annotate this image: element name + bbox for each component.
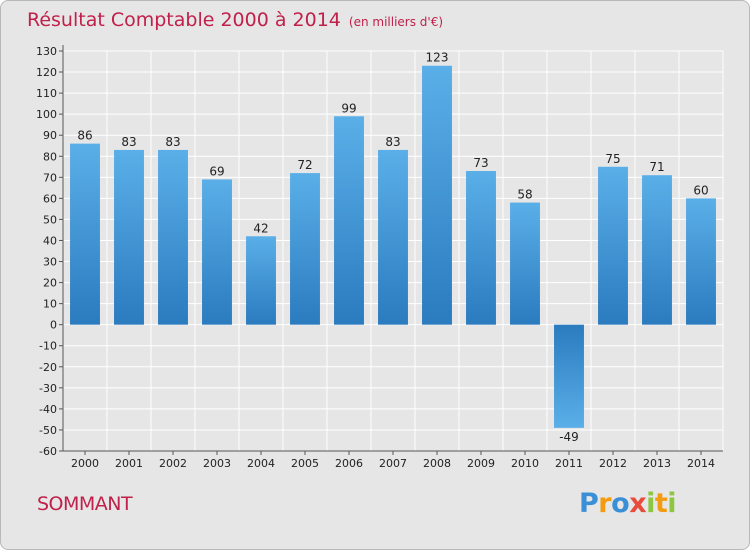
- logo-letter: i: [667, 488, 677, 519]
- proxiti-logo: Proxiti: [579, 488, 677, 519]
- bar-2008: [422, 65, 452, 325]
- logo-letter: P: [579, 488, 599, 519]
- bar-2011: [554, 324, 584, 428]
- y-tick-label: 80: [43, 150, 57, 163]
- chart-title: Résultat Comptable 2000 à 2014 (en millie…: [27, 9, 443, 31]
- bar-2001: [114, 149, 144, 325]
- data-label-2008: 123: [426, 51, 449, 65]
- data-label-2007: 83: [385, 135, 400, 149]
- bar-2002: [158, 149, 188, 325]
- bar-2000: [70, 143, 100, 325]
- data-label-2009: 73: [473, 156, 488, 170]
- data-label-2002: 83: [165, 135, 180, 149]
- data-label-2010: 58: [517, 188, 532, 202]
- y-tick-label: 70: [43, 171, 57, 184]
- data-labels: 86 83 83 69 42 72 99 83 123 73 58 -49 75 71 60: [77, 51, 708, 444]
- logo-letter: r: [598, 488, 612, 519]
- x-tick-label: 2006: [335, 457, 363, 470]
- x-tick-label: 2013: [643, 457, 671, 470]
- logo-letter: i: [646, 488, 655, 519]
- logo-letter: x: [629, 488, 647, 519]
- y-tick-label: 20: [43, 277, 57, 290]
- commune-name: SOMMANT: [37, 493, 133, 515]
- y-tick-label: 60: [43, 192, 57, 205]
- y-tick-label: 110: [36, 87, 57, 100]
- x-tick-label: 2007: [379, 457, 407, 470]
- bar-2006: [334, 116, 364, 325]
- y-tick-label: 120: [36, 66, 57, 79]
- y-tick-label: -60: [39, 445, 57, 458]
- y-tick-label: -10: [39, 340, 57, 353]
- bars: [70, 65, 716, 428]
- bar-2013: [642, 175, 672, 325]
- bar-2012: [598, 166, 628, 325]
- y-tick-label: -50: [39, 424, 57, 437]
- logo-letter: o: [611, 488, 630, 519]
- y-tick-label: -40: [39, 403, 57, 416]
- chart-subtitle: (en milliers d'€): [348, 15, 444, 29]
- data-label-2012: 75: [605, 152, 620, 166]
- data-label-2001: 83: [121, 135, 136, 149]
- data-label-2011: -49: [559, 430, 579, 444]
- x-tick-label: 2000: [71, 457, 99, 470]
- y-tick-label: 130: [36, 45, 57, 58]
- data-label-2004: 42: [253, 221, 268, 235]
- y-tick-label: 10: [43, 298, 57, 311]
- x-tick-label: 2012: [599, 457, 627, 470]
- bar-2005: [290, 173, 320, 325]
- logo-letter: t: [654, 488, 668, 519]
- x-tick-label: 2004: [247, 457, 275, 470]
- y-tick-label: 90: [43, 129, 57, 142]
- y-tick-label: 40: [43, 234, 57, 247]
- y-tick-label: -20: [39, 361, 57, 374]
- x-tick-label: 2014: [687, 457, 715, 470]
- data-label-2014: 60: [693, 183, 708, 197]
- x-tick-label: 2001: [115, 457, 143, 470]
- x-tick-label: 2009: [467, 457, 495, 470]
- data-label-2000: 86: [77, 129, 92, 143]
- x-tick-label: 2002: [159, 457, 187, 470]
- x-tick-label: 2005: [291, 457, 319, 470]
- y-tick-label: 100: [36, 108, 57, 121]
- x-tick-label: 2010: [511, 457, 539, 470]
- x-tick-label: 2003: [203, 457, 231, 470]
- y-tick-label: 0: [50, 319, 57, 332]
- chart-title-text: Résultat Comptable 2000 à 2014: [27, 9, 341, 31]
- bar-2004: [246, 236, 276, 325]
- bar-2010: [510, 202, 540, 325]
- x-tick-label: 2011: [555, 457, 583, 470]
- y-tick-label: -30: [39, 382, 57, 395]
- bar-2003: [202, 179, 232, 325]
- bar-2007: [378, 149, 408, 325]
- bar-2009: [466, 171, 496, 325]
- data-label-2003: 69: [209, 164, 224, 178]
- y-axis-ticks: -60 -50 -40 -30 -20 -10 0 10 20 30 40 50 60 70 80 90 100…: [36, 45, 57, 458]
- y-tick-label: 30: [43, 256, 57, 269]
- data-label-2005: 72: [297, 158, 312, 172]
- data-label-2006: 99: [341, 101, 356, 115]
- axes: [59, 45, 723, 455]
- y-tick-label: 50: [43, 213, 57, 226]
- x-axis-ticks: 2000 2001 2002 2003 2004 2005 2006 2007 2008 2009…: [71, 457, 715, 470]
- data-label-2013: 71: [649, 160, 664, 174]
- x-tick-label: 2008: [423, 457, 451, 470]
- bar-2014: [686, 198, 716, 325]
